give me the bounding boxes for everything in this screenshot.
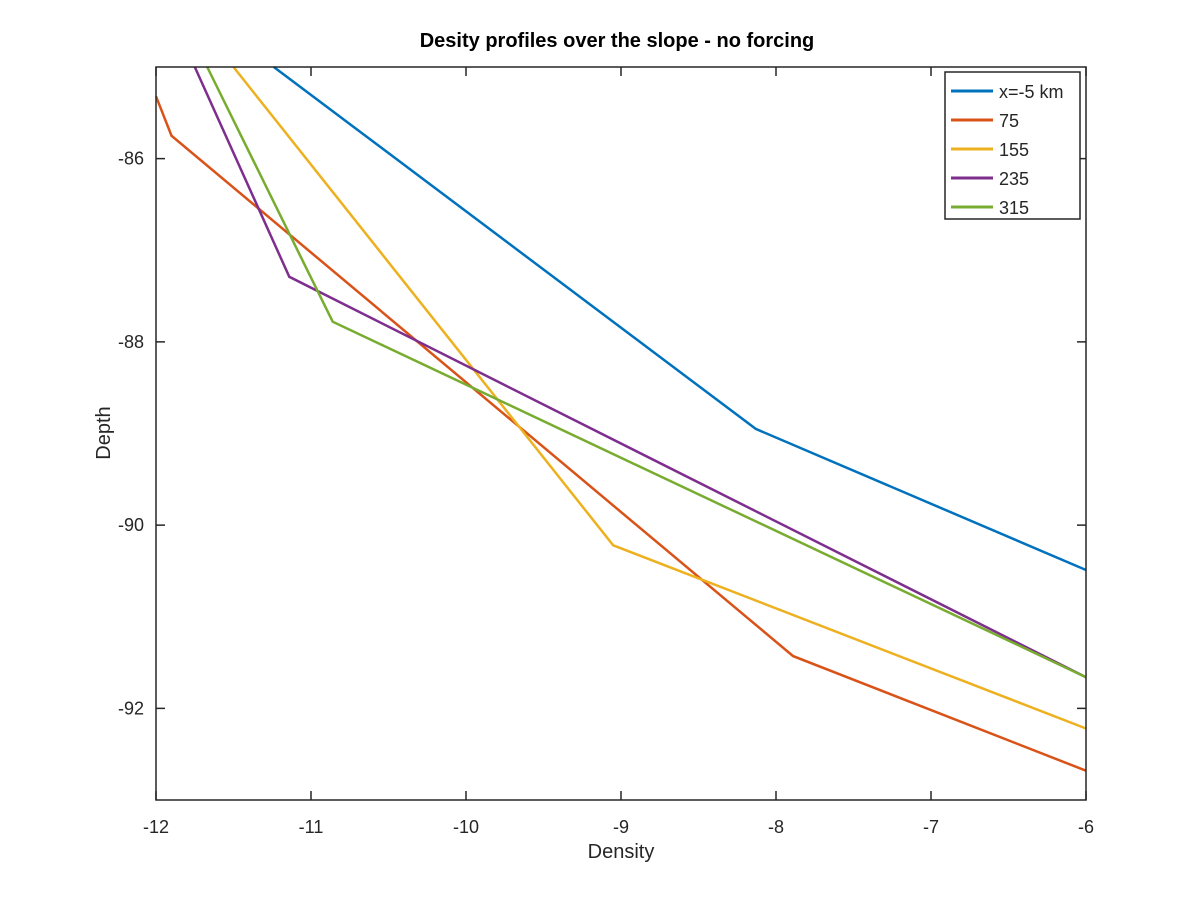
legend-label: 75: [999, 111, 1019, 131]
chart-title: Desity profiles over the slope - no forc…: [420, 30, 815, 52]
series-line-235: [193, 66, 1087, 679]
legend-label: 155: [999, 140, 1029, 160]
y-tick-label: -90: [118, 515, 144, 535]
series-line-x-5-km: [273, 66, 1087, 572]
x-tick-label: -11: [299, 817, 324, 837]
series-line-155: [232, 66, 1087, 730]
y-tick-label: -92: [118, 698, 144, 718]
x-tick-label: -7: [923, 817, 939, 837]
y-tick-label: -86: [118, 149, 144, 169]
legend-label: 315: [999, 198, 1029, 218]
x-tick-label: -10: [453, 817, 479, 837]
legend: x=-5 km 75 155 235 315: [944, 71, 1081, 220]
series-line-315: [206, 66, 1087, 679]
series-line-75: [154, 95, 1087, 772]
x-tick-label: -9: [613, 817, 629, 837]
y-tick-label: -88: [118, 332, 144, 352]
plot-area-border: [155, 66, 1087, 801]
x-tick-label: -12: [143, 817, 169, 837]
legend-box: [944, 71, 1081, 220]
x-tick-label: -6: [1078, 817, 1094, 837]
y-axis-label: Depth: [93, 406, 115, 459]
x-axis-label: Density: [588, 841, 655, 863]
x-tick-label: -8: [768, 817, 784, 837]
legend-label: x=-5 km: [999, 82, 1064, 102]
legend-label: 235: [999, 169, 1029, 189]
